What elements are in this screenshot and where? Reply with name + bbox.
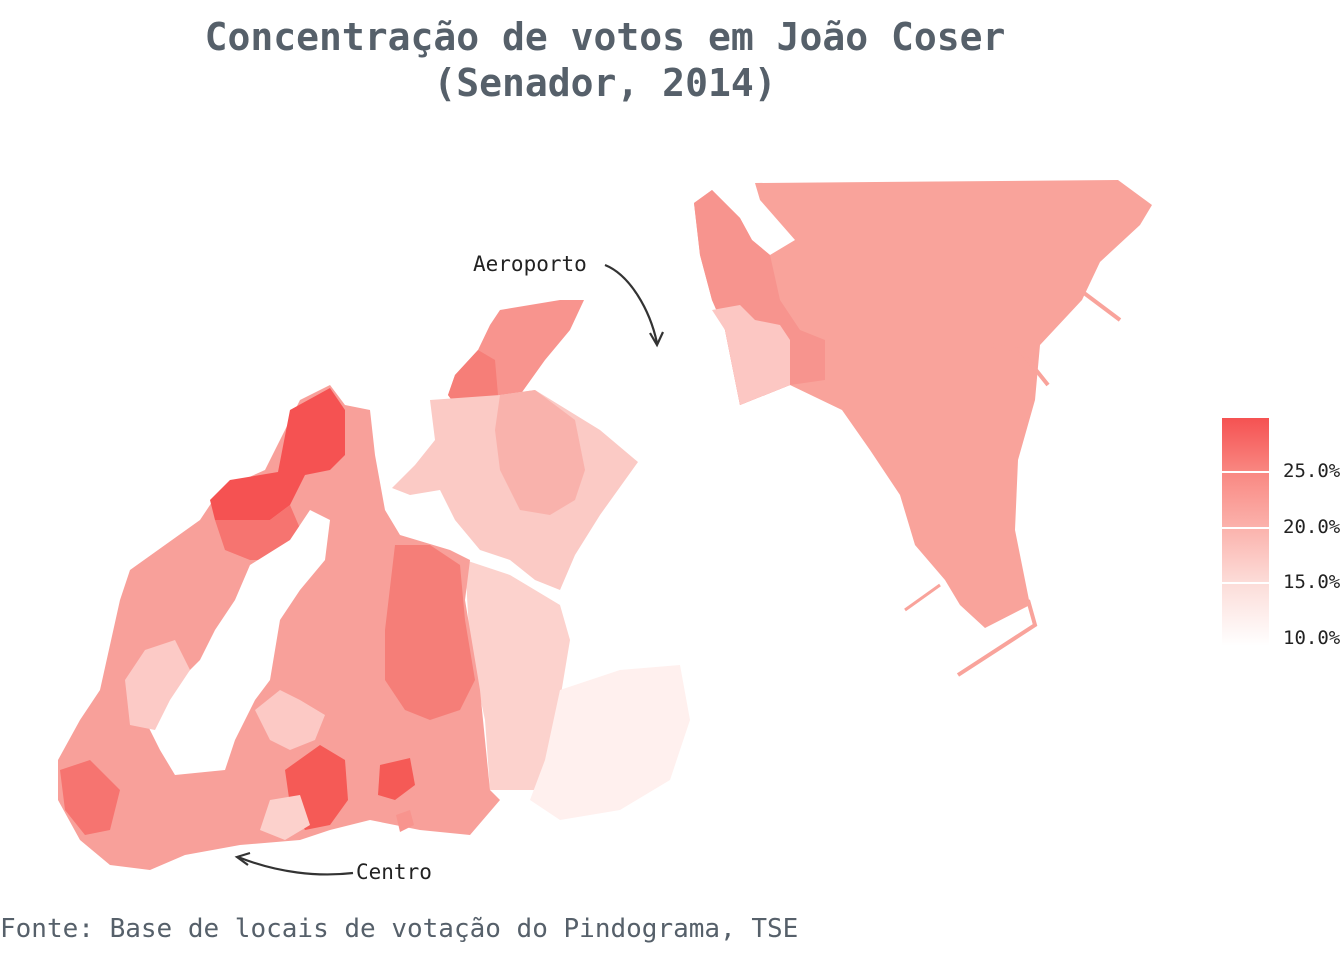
region-south-light2	[260, 795, 310, 840]
map-title: Concentração de votos em João Coser (Sen…	[0, 14, 1210, 106]
airport-arrow-head	[649, 331, 664, 348]
region-west-light	[125, 640, 190, 730]
color-legend: 25.0% 20.0% 15.0% 10.0%	[1222, 418, 1340, 649]
legend-tick-25	[1222, 471, 1269, 473]
legend-label-20: 20.0%	[1283, 516, 1341, 538]
legend-colorbar	[1222, 418, 1269, 646]
source-caption: Fonte: Base de locais de votação do Pind…	[0, 914, 799, 944]
region-southeast-faint	[530, 665, 690, 820]
legend-label-25: 25.0%	[1283, 460, 1341, 482]
region-airport	[694, 180, 1152, 628]
legend-tick-20	[1222, 527, 1269, 529]
region-east-mid	[495, 390, 585, 515]
region-south-dark2	[378, 758, 415, 800]
region-central-dark	[385, 545, 475, 720]
region-northwest-dark	[210, 388, 345, 520]
airport-arrow	[604, 263, 664, 348]
centro-arrow-line	[237, 855, 354, 876]
legend-tick-15	[1222, 582, 1269, 584]
pier-3	[956, 599, 1038, 677]
region-southeast-light	[465, 560, 570, 790]
pier-4	[904, 583, 941, 612]
islet	[396, 810, 414, 832]
region-airport-west	[694, 190, 825, 405]
region-airport-light	[712, 305, 790, 405]
title-line-1: Concentração de votos em João Coser	[204, 15, 1006, 59]
title-line-2: (Senador, 2014)	[433, 61, 777, 105]
pier-1	[1078, 288, 1122, 322]
legend-label-15: 15.0%	[1283, 571, 1341, 593]
airport-arrow-line	[604, 263, 659, 344]
pier-2	[987, 343, 1050, 387]
centro-arrow-head	[234, 851, 251, 866]
region-west-dark	[60, 760, 120, 835]
annotation-airport: Aeroporto	[473, 252, 587, 276]
centro-arrow	[234, 851, 354, 876]
region-south-light	[255, 690, 325, 750]
legend-label-10: 10.0%	[1283, 627, 1341, 649]
annotation-centro: Centro	[356, 860, 432, 884]
bay-center	[145, 510, 330, 775]
